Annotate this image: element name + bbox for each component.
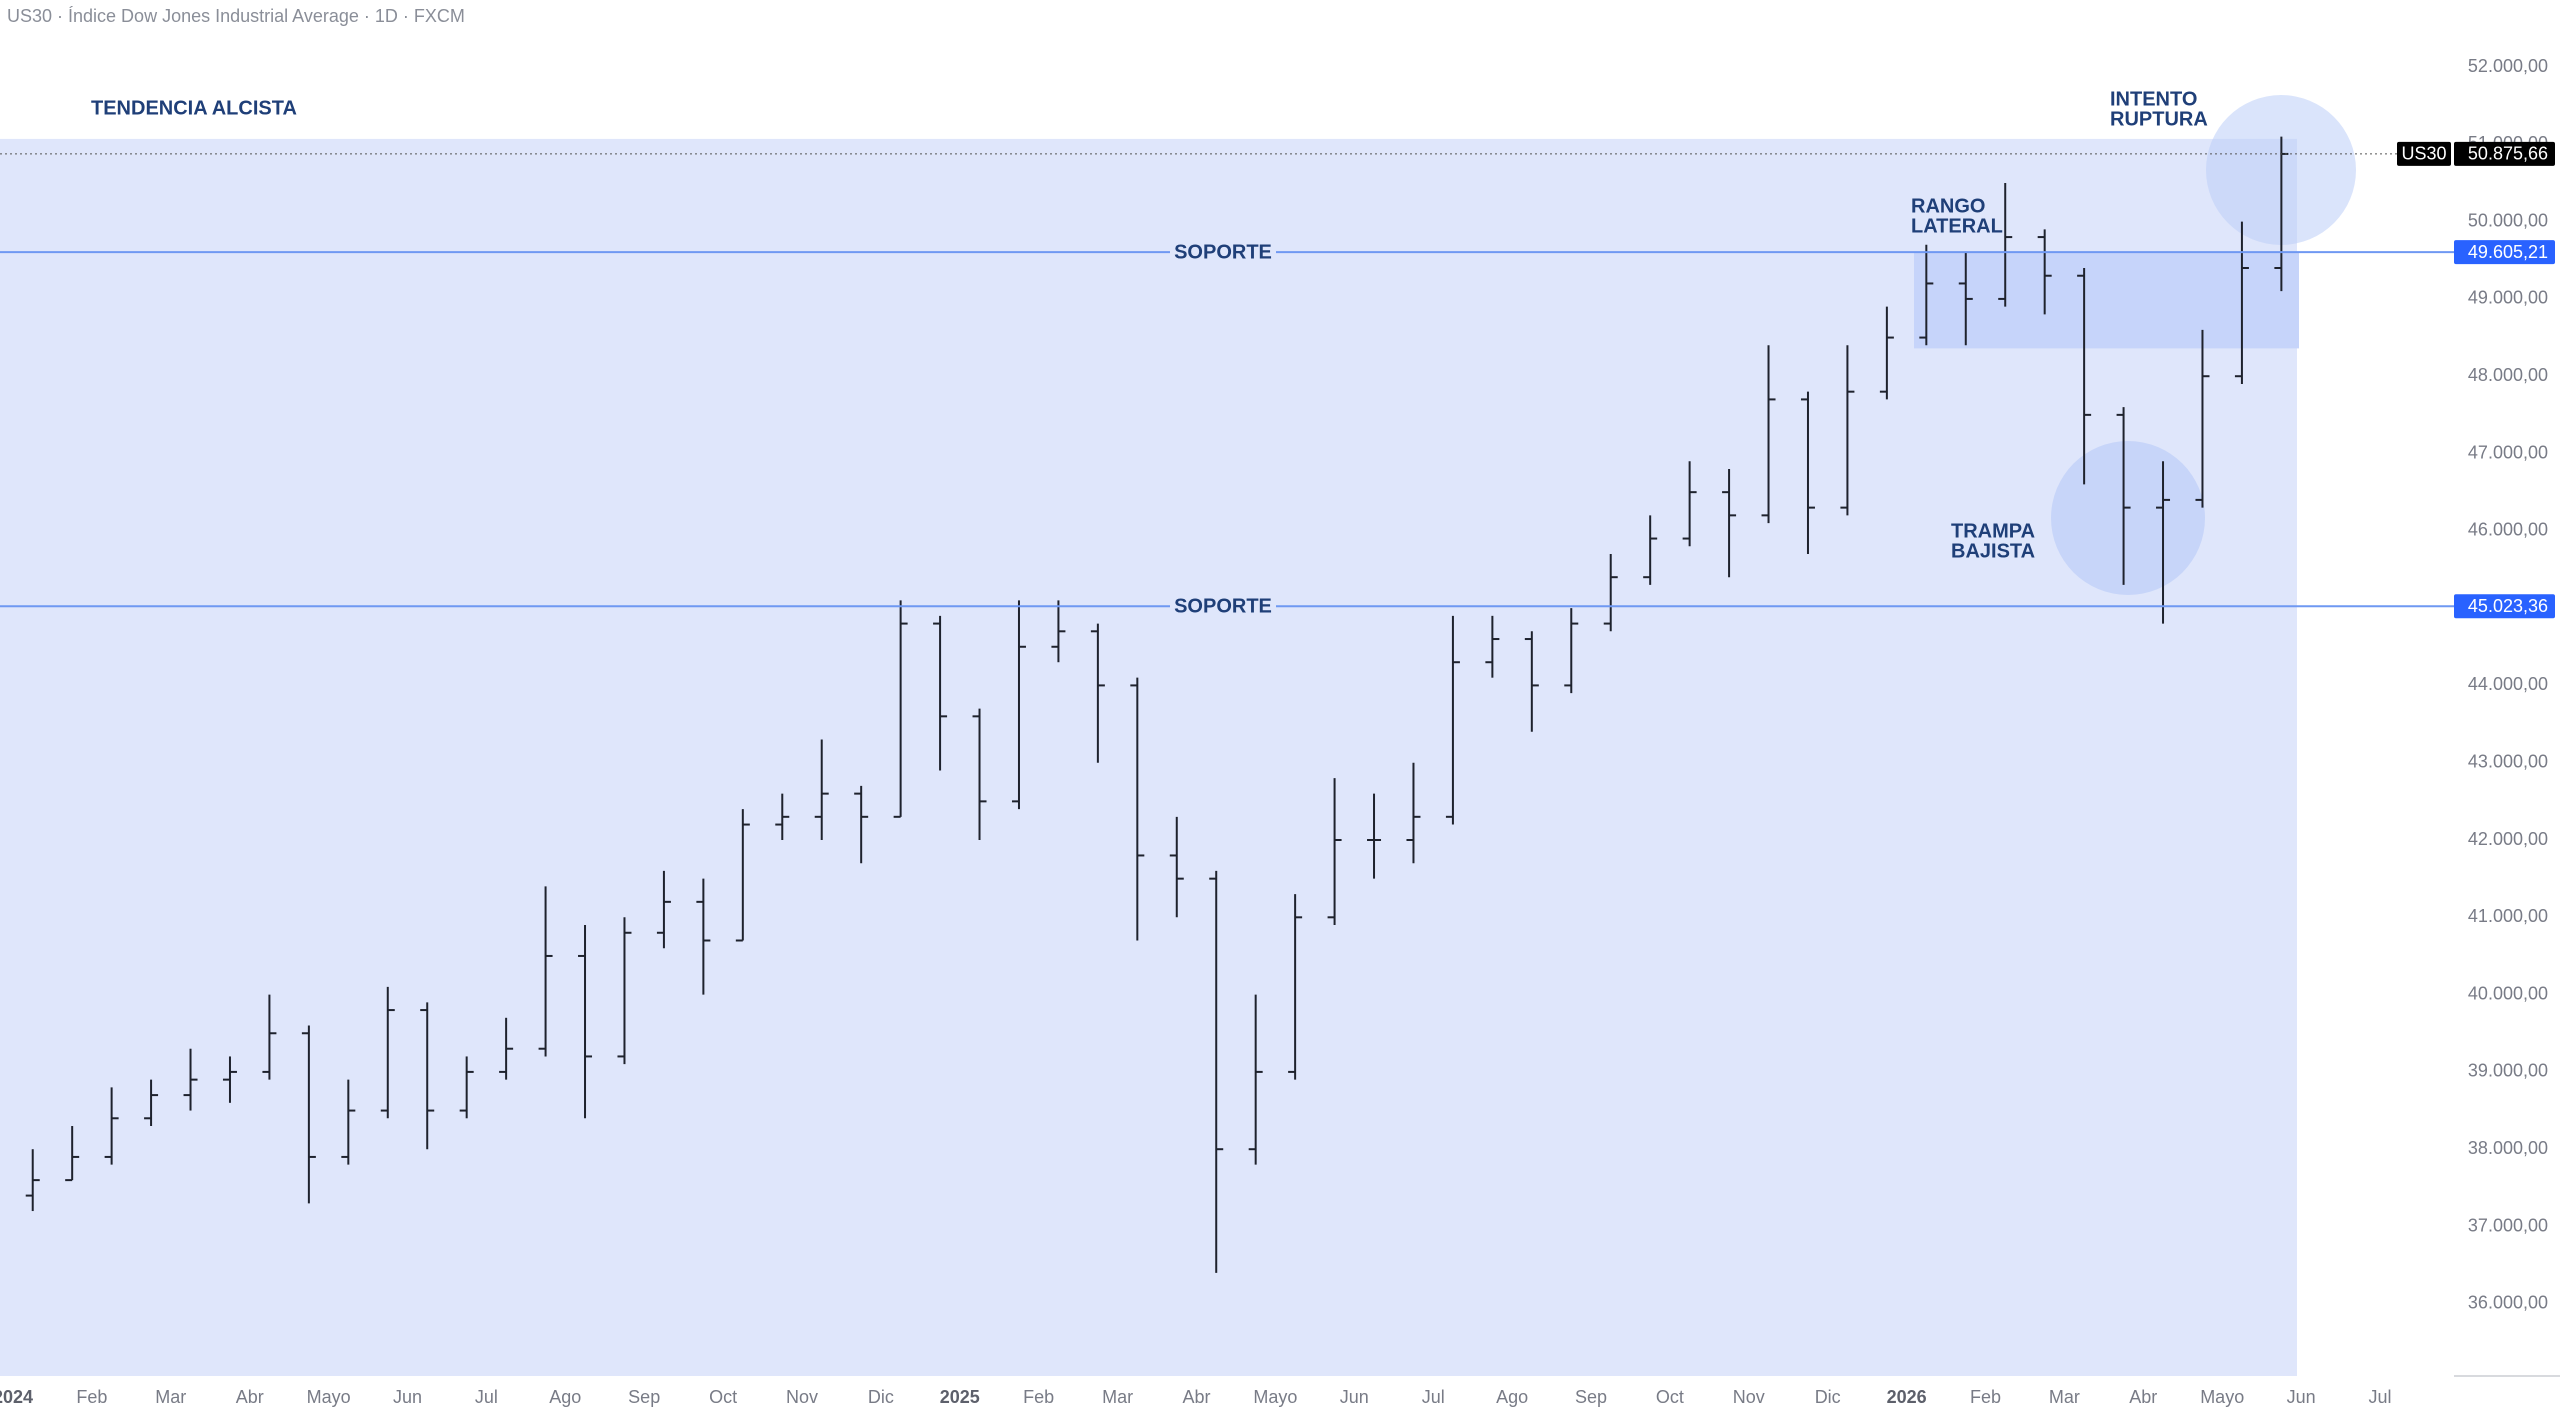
chart-title: US30 · Índice Dow Jones Industrial Avera… bbox=[7, 6, 465, 26]
x-tick-label: Sep bbox=[628, 1387, 660, 1407]
symbol-box bbox=[2397, 141, 2451, 166]
x-tick-label: Abr bbox=[2129, 1387, 2157, 1407]
x-tick-label: Oct bbox=[1656, 1387, 1684, 1407]
x-tick-label: Jul bbox=[1422, 1387, 1445, 1407]
annotation: RUPTURA bbox=[2110, 108, 2208, 130]
x-tick-label: Nov bbox=[1733, 1387, 1765, 1407]
x-tick-label: Mar bbox=[2049, 1387, 2080, 1407]
x-tick-label: Jul bbox=[2368, 1387, 2391, 1407]
price-label: 45.023,36 bbox=[2468, 596, 2548, 616]
annotation: BAJISTA bbox=[1951, 540, 2035, 562]
y-tick-label: 37.000,00 bbox=[2468, 1215, 2548, 1235]
x-tick-label: Jul bbox=[475, 1387, 498, 1407]
annotation: INTENTO bbox=[2110, 88, 2197, 110]
x-tick-label: Dic bbox=[1815, 1387, 1841, 1407]
x-tick-label: 2026 bbox=[1887, 1387, 1927, 1407]
x-tick-label: Ago bbox=[1496, 1387, 1528, 1407]
zone bbox=[1914, 252, 2299, 349]
support-text: SOPORTE bbox=[1174, 596, 1272, 618]
x-tick-label: Ago bbox=[549, 1387, 581, 1407]
y-tick-label: 48.000,00 bbox=[2468, 365, 2548, 385]
overlays: SOPORTE 49.605,21 SOPORTE 45.023,36 US30 50.8… bbox=[0, 88, 2555, 620]
y-tick-label: 47.000,00 bbox=[2468, 442, 2548, 462]
y-tick-label: 52.000,00 bbox=[2468, 56, 2548, 76]
y-tick-label: 44.000,00 bbox=[2468, 674, 2548, 694]
annotation: TRAMPA bbox=[1951, 520, 2035, 542]
y-tick-label: 36.000,00 bbox=[2468, 1293, 2548, 1313]
x-tick-label: Mar bbox=[1102, 1387, 1133, 1407]
y-tick-label: 40.000,00 bbox=[2468, 983, 2548, 1003]
label-bg bbox=[1170, 239, 1276, 266]
price-box bbox=[2454, 240, 2555, 265]
x-tick-label: Sep bbox=[1575, 1387, 1607, 1407]
x-tick-label: Mayo bbox=[2200, 1387, 2244, 1407]
annotation: RANGO bbox=[1911, 195, 1985, 217]
x-tick-label: Jun bbox=[1340, 1387, 1369, 1407]
x-tick-label: Jun bbox=[2287, 1387, 2316, 1407]
x-tick-label: 2025 bbox=[940, 1387, 980, 1407]
x-tick-label: 2024 bbox=[0, 1387, 33, 1407]
symbol-label: US30 bbox=[2401, 144, 2446, 164]
price-box bbox=[2454, 141, 2555, 166]
highlight-circle bbox=[2051, 441, 2205, 595]
annotation: TENDENCIA ALCISTA bbox=[91, 97, 297, 119]
x-tick-label: Dic bbox=[868, 1387, 894, 1407]
y-tick-label: 41.000,00 bbox=[2468, 906, 2548, 926]
y-tick-label: 49.000,00 bbox=[2468, 288, 2548, 308]
y-tick-label: 43.000,00 bbox=[2468, 751, 2548, 771]
label-bg bbox=[1170, 593, 1276, 620]
support-text: SOPORTE bbox=[1174, 241, 1272, 263]
zones bbox=[0, 138, 2299, 1376]
x-tick-label: Mayo bbox=[307, 1387, 351, 1407]
x-tick-label: Feb bbox=[76, 1387, 107, 1407]
x-tick-label: Jun bbox=[393, 1387, 422, 1407]
y-tick-label: 50.000,00 bbox=[2468, 210, 2548, 230]
x-tick-label: Abr bbox=[236, 1387, 264, 1407]
annotation: LATERAL bbox=[1911, 215, 2003, 237]
price-box bbox=[2454, 594, 2555, 619]
x-tick-label: Mar bbox=[155, 1387, 186, 1407]
x-tick-label: Feb bbox=[1970, 1387, 2001, 1407]
y-tick-label: 42.000,00 bbox=[2468, 829, 2548, 849]
x-tick-label: Feb bbox=[1023, 1387, 1054, 1407]
x-tick-label: Oct bbox=[709, 1387, 737, 1407]
x-tick-label: Abr bbox=[1182, 1387, 1210, 1407]
y-tick-label: 39.000,00 bbox=[2468, 1061, 2548, 1081]
price-label: 49.605,21 bbox=[2468, 242, 2548, 262]
x-tick-label: Nov bbox=[786, 1387, 818, 1407]
price-label: 50.875,66 bbox=[2468, 144, 2548, 164]
y-tick-label: 46.000,00 bbox=[2468, 520, 2548, 540]
bars bbox=[25, 136, 2289, 1273]
y-tick-label: 38.000,00 bbox=[2468, 1138, 2548, 1158]
x-tick-label: Mayo bbox=[1253, 1387, 1297, 1407]
